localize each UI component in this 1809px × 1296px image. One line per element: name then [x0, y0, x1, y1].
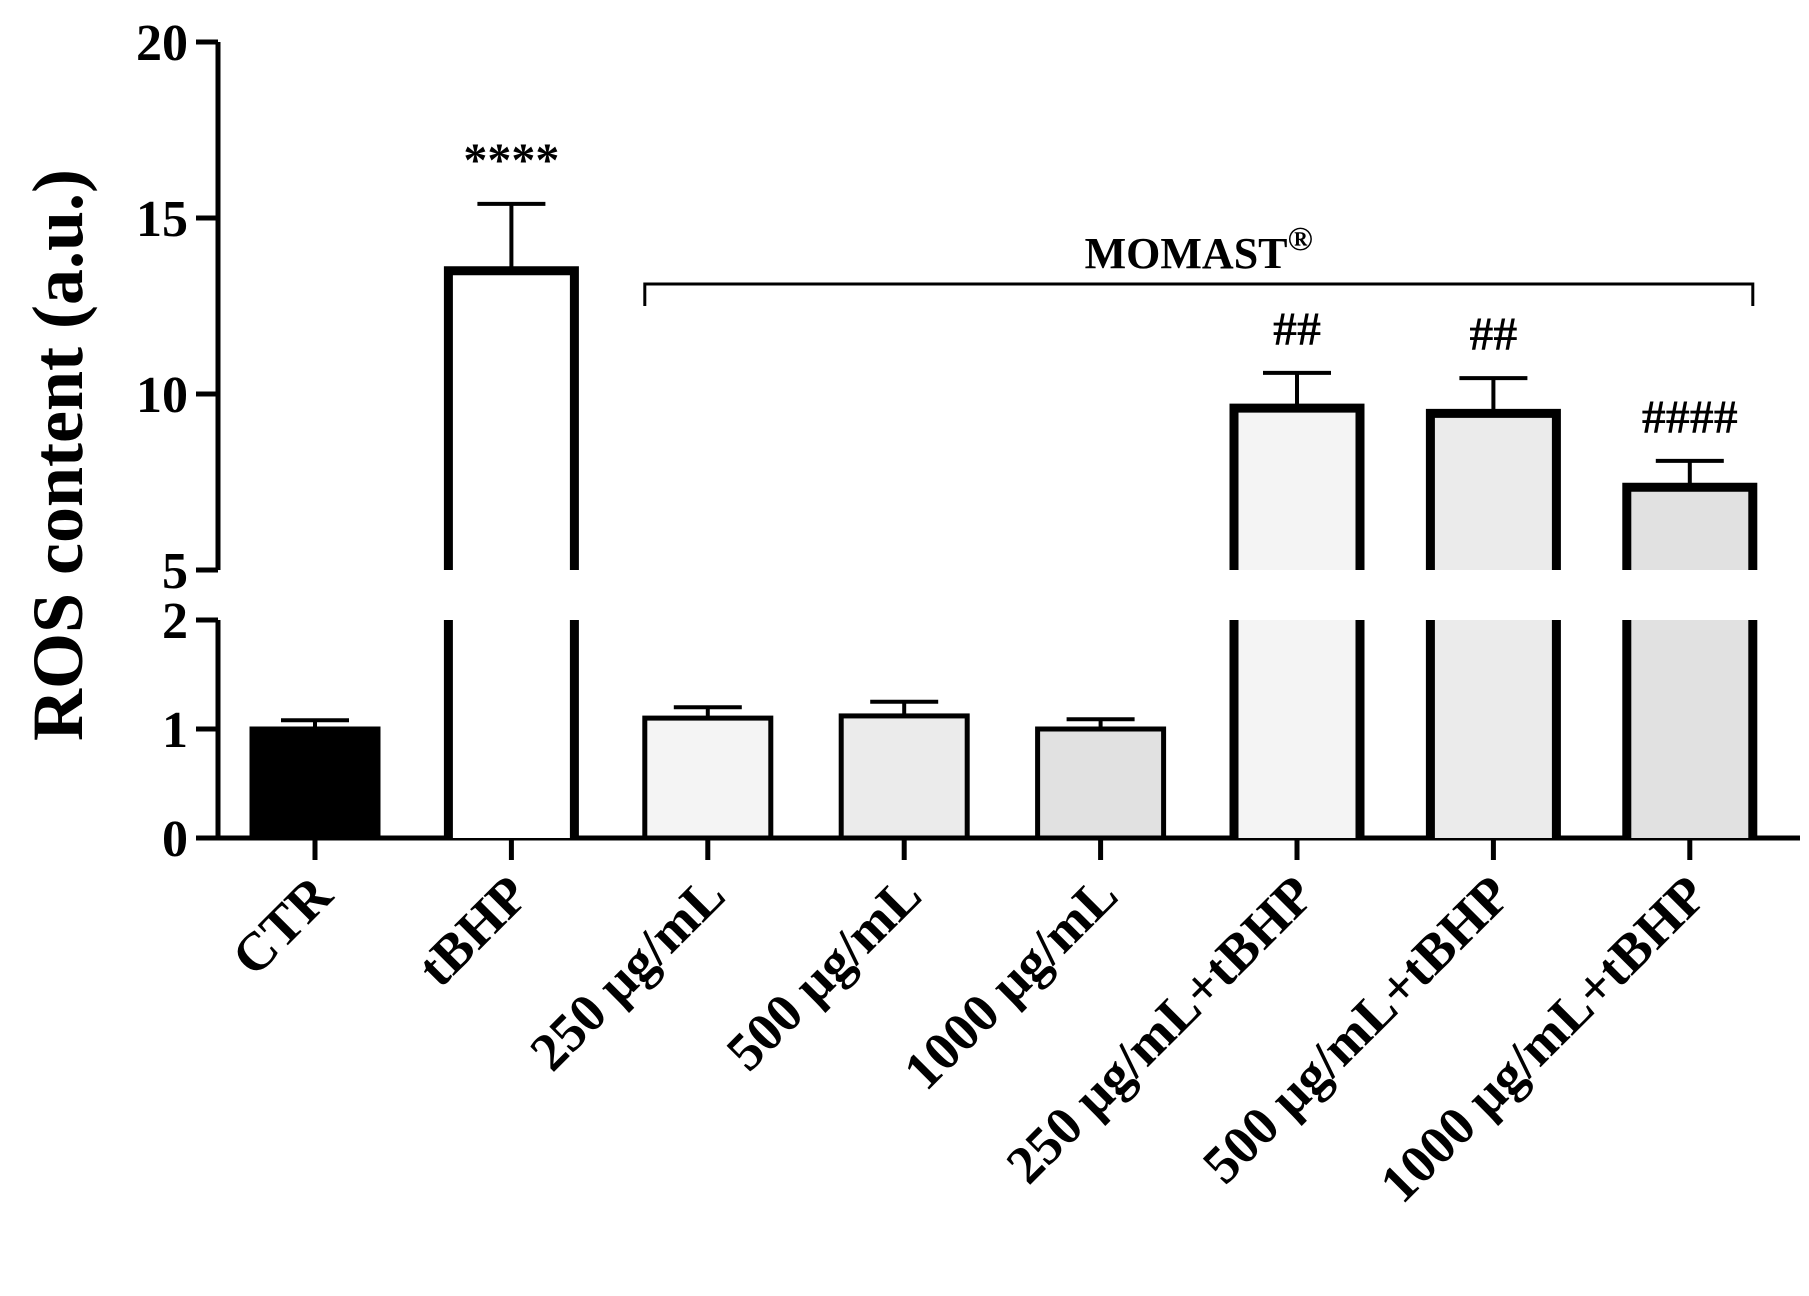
- bar-lower: [1430, 620, 1557, 838]
- bar: [249, 726, 381, 841]
- bar: [1430, 413, 1557, 570]
- bar-outline-lower: [443, 620, 579, 838]
- y-tick-label: 20: [136, 15, 188, 72]
- significance-label: ##: [1273, 303, 1321, 356]
- annotations: ****## ######: [463, 134, 1737, 444]
- momast-bracket: MOMAST®: [643, 221, 1755, 306]
- x-tick-label: tBHP: [406, 864, 540, 998]
- significance-label: ##: [1469, 308, 1517, 361]
- y-tick-label: 5: [162, 543, 188, 600]
- bar: [1035, 726, 1167, 841]
- bar-lower: [1234, 620, 1360, 838]
- bar: [838, 713, 970, 841]
- bars: [249, 266, 1758, 841]
- bracket-line: [643, 282, 1755, 306]
- y-tick-label: 15: [136, 191, 188, 248]
- y-tick-label: 0: [162, 811, 188, 868]
- x-tick-label: 500 μg/mL: [715, 864, 933, 1082]
- bar-outline-lower: [1229, 620, 1365, 838]
- bar: [1626, 487, 1753, 570]
- bar-outline-lower: [1622, 620, 1758, 838]
- significance-label: ****: [463, 134, 559, 187]
- bar: [448, 270, 575, 570]
- y-tick-label: 10: [136, 367, 188, 424]
- x-tick-label: CTR: [220, 863, 344, 987]
- bar-outline-lower: [1425, 620, 1561, 838]
- error-bars: [281, 201, 1724, 729]
- y-tick-label: 2: [162, 593, 188, 650]
- x-tick-label: 1000 μg/mL+tBHP: [1368, 864, 1718, 1214]
- bracket-label: MOMAST®: [1085, 221, 1313, 278]
- significance-label: ####: [1642, 391, 1738, 444]
- x-tick-label: 250 μg/mL: [518, 864, 736, 1082]
- bar-lower: [1626, 620, 1753, 838]
- y-axis-label: ROS content (a.u.): [18, 169, 98, 741]
- bar: [1234, 408, 1360, 570]
- registered-mark: ®: [1288, 221, 1313, 258]
- y-ticks: 0 1 25 10 15 20: [136, 15, 218, 868]
- y-tick-label: 1: [162, 702, 188, 759]
- bar-lower: [448, 620, 575, 838]
- bar: [642, 715, 774, 841]
